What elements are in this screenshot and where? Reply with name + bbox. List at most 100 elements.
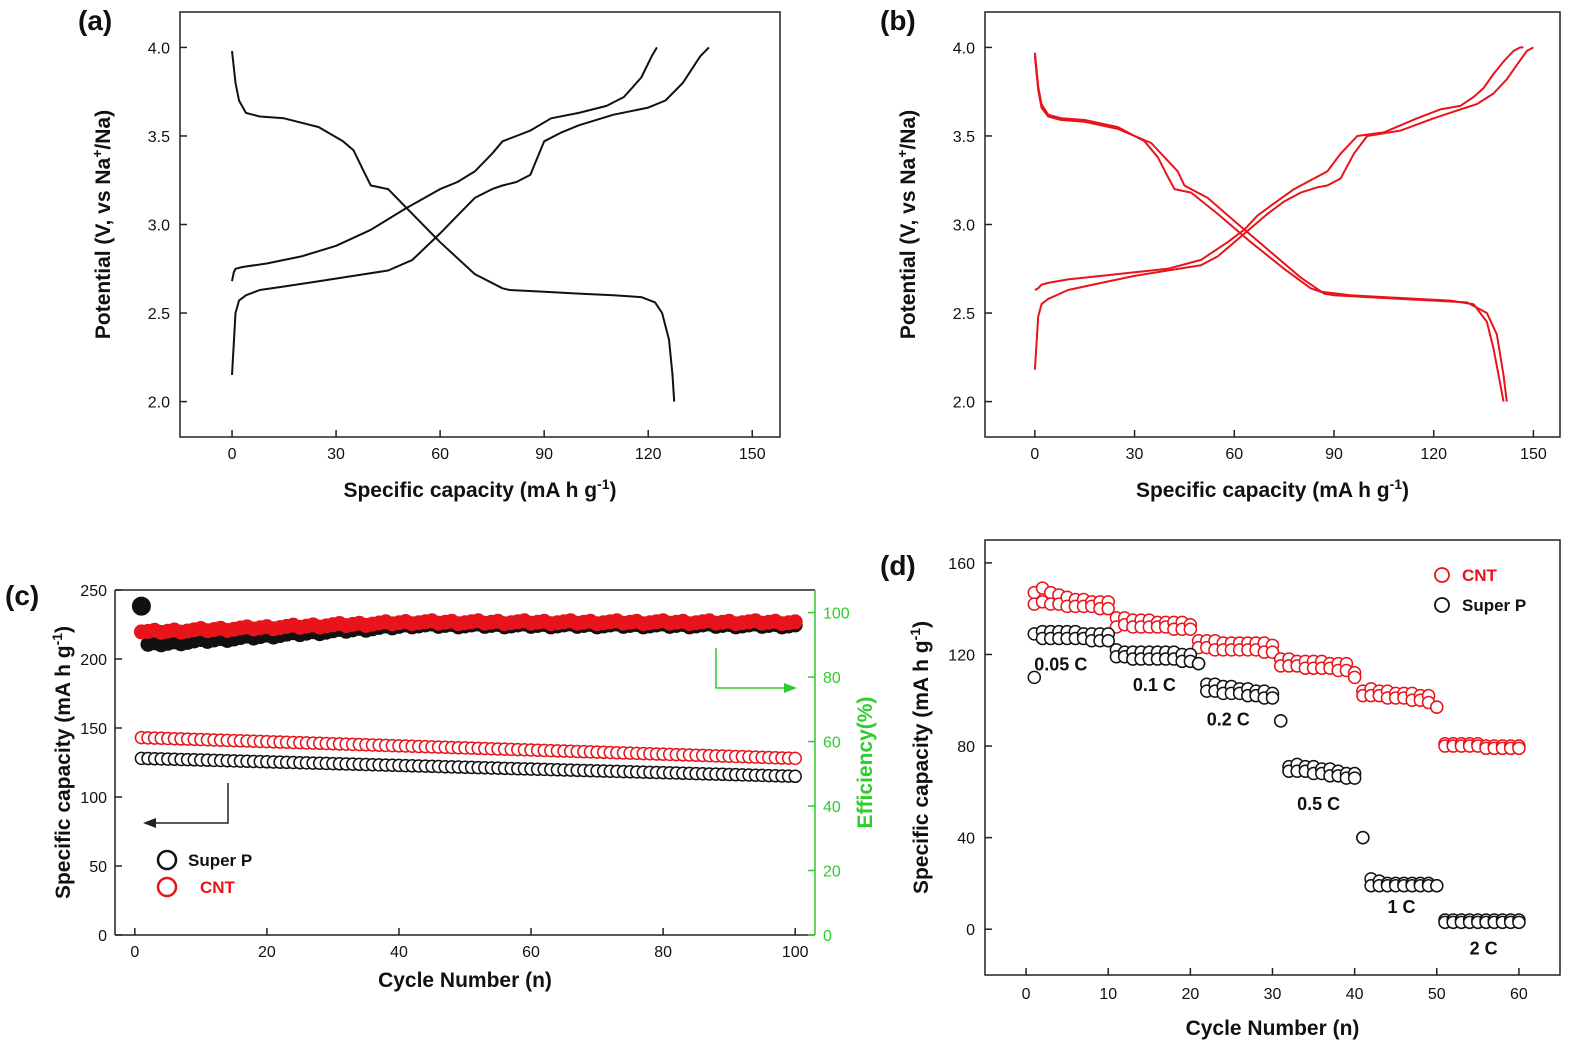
y2-tick-label: 20 [823, 864, 841, 881]
x-axis-label: Cycle Number (n) [378, 969, 552, 992]
rate-point-superp [1265, 691, 1280, 705]
legend-label: CNT [1462, 566, 1498, 585]
left-arrow-head [143, 818, 156, 828]
rate-point-cnt [1512, 741, 1526, 756]
panel-label: (a) [78, 5, 112, 36]
x-tick-label: 90 [535, 446, 553, 463]
panel-b: (b) 0 30 60 90 120 150 2.0 2.5 3.0 3.5 4.0 Specific … [880, 5, 1561, 502]
y-tick-label: 3.5 [953, 129, 975, 146]
rate-label: 2 C [1470, 938, 1498, 958]
plot-frame [984, 11, 1561, 438]
y-tick-label: 50 [89, 859, 107, 876]
x-tick-label: 0 [130, 944, 139, 961]
x-axis-label: Specific capacity (mA h g-1) [1136, 476, 1409, 502]
capacity-point-superp [788, 769, 802, 784]
x-tick-label: 80 [654, 944, 672, 961]
y-axis-label: Specific capacity (mA h g-1) [49, 626, 75, 899]
rate-label: 1 C [1388, 897, 1416, 917]
x-tick-label: 30 [1264, 986, 1282, 1003]
y-tick-label: 120 [948, 647, 975, 664]
y-axis-label: Specific capacity (mA h g-1) [907, 621, 933, 894]
y-tick-label: 150 [80, 721, 107, 738]
y-tick-label: 4.0 [148, 40, 170, 57]
panel-a: (a) 0 30 60 90 120 150 2.0 2.5 3.0 3.5 4.0 Specific … [78, 5, 781, 502]
rate-point-superp [1101, 633, 1115, 648]
voltage-curve-2 [1033, 56, 1508, 402]
y-axis-label: Potential (V, vs Na+/Na) [894, 110, 920, 339]
y-tick-label: 160 [948, 556, 975, 573]
rate-point-superp [1356, 830, 1370, 845]
y2-axis-label: Efficiency(%) [854, 697, 877, 829]
panel-c: (c) 0 20 40 60 80 100 0 50 100 150 200 250 0 20 40 60 80 1… [5, 580, 877, 992]
legend-label: Super P [1462, 596, 1526, 615]
y-tick-label: 200 [80, 652, 107, 669]
rate-point-superp [1273, 714, 1288, 728]
x-tick-label: 150 [739, 446, 766, 463]
x-tick-label: 120 [635, 446, 662, 463]
legend-label: CNT [200, 878, 236, 897]
x-tick-label: 60 [1510, 986, 1528, 1003]
plot-frame [179, 11, 781, 438]
y-tick-label: 0 [966, 922, 975, 939]
panel-label: (c) [5, 580, 39, 611]
rate-point-superp [1347, 771, 1362, 785]
y-tick-label: 3.0 [953, 218, 975, 235]
x-tick-label: 60 [522, 944, 540, 961]
legend-marker [1434, 567, 1450, 583]
x-tick-label: 30 [1126, 446, 1144, 463]
x-tick-label: 20 [258, 944, 276, 961]
y-tick-label: 2.5 [148, 306, 170, 323]
rate-label: 0.1 C [1133, 675, 1176, 695]
y-tick-label: 2.5 [953, 306, 975, 323]
x-tick-label: 60 [431, 446, 449, 463]
rate-label: 0.2 C [1207, 709, 1250, 729]
y2-tick-label: 40 [823, 799, 841, 816]
voltage-curve-1 [1033, 52, 1505, 402]
rate-label: 0.5 C [1297, 794, 1340, 814]
y-tick-label: 4.0 [953, 40, 975, 57]
x-tick-label: 50 [1428, 986, 1446, 1003]
capacity-point-cnt [788, 751, 802, 766]
x-tick-label: 150 [1520, 446, 1547, 463]
left-axis-arrow [150, 783, 229, 824]
y-tick-label: 40 [957, 831, 975, 848]
voltage-curve-1 [231, 50, 676, 402]
y2-tick-label: 60 [823, 735, 841, 752]
right-axis-arrow [715, 648, 790, 689]
voltage-curve-3 [1033, 46, 1534, 370]
x-tick-label: 60 [1225, 446, 1243, 463]
right-arrow-head [784, 683, 797, 693]
legend-marker [156, 849, 178, 871]
x-tick-label: 100 [782, 944, 809, 961]
x-tick-label: 40 [390, 944, 408, 961]
x-axis-label: Specific capacity (mA h g-1) [343, 476, 616, 502]
panel-label: (b) [880, 5, 916, 36]
y2-tick-label: 80 [823, 670, 841, 687]
x-tick-label: 120 [1420, 446, 1447, 463]
rate-point-superp [1191, 656, 1206, 671]
y-axis-label: Potential (V, vs Na+/Na) [89, 110, 115, 339]
y-tick-label: 3.5 [148, 129, 170, 146]
legend-label: Super P [188, 851, 252, 870]
y-tick-label: 2.0 [953, 395, 975, 412]
x-tick-label: 30 [327, 446, 345, 463]
legend-marker [1434, 597, 1450, 613]
panel-d: (d) 0 10 20 30 40 50 60 0 40 80 120 160 Cycle Number … [880, 539, 1561, 1040]
rate-point-cnt [1347, 670, 1362, 685]
rate-point-superp [1027, 670, 1042, 685]
rate-point-cnt [1101, 601, 1115, 616]
panel-label: (d) [880, 550, 916, 581]
voltage-curve-4 [1034, 46, 1524, 291]
x-tick-label: 20 [1181, 986, 1199, 1003]
x-tick-label: 0 [1022, 986, 1031, 1003]
x-tick-label: 0 [1030, 446, 1039, 463]
rate-point-superp [1512, 915, 1526, 930]
x-axis-label: Cycle Number (n) [1186, 1017, 1360, 1040]
voltage-curve-3 [231, 46, 658, 282]
y-tick-label: 250 [80, 583, 107, 600]
voltage-curve-2 [231, 46, 710, 376]
x-tick-label: 90 [1325, 446, 1343, 463]
rate-point-superp [1430, 878, 1444, 893]
y2-tick-label: 100 [823, 606, 850, 623]
